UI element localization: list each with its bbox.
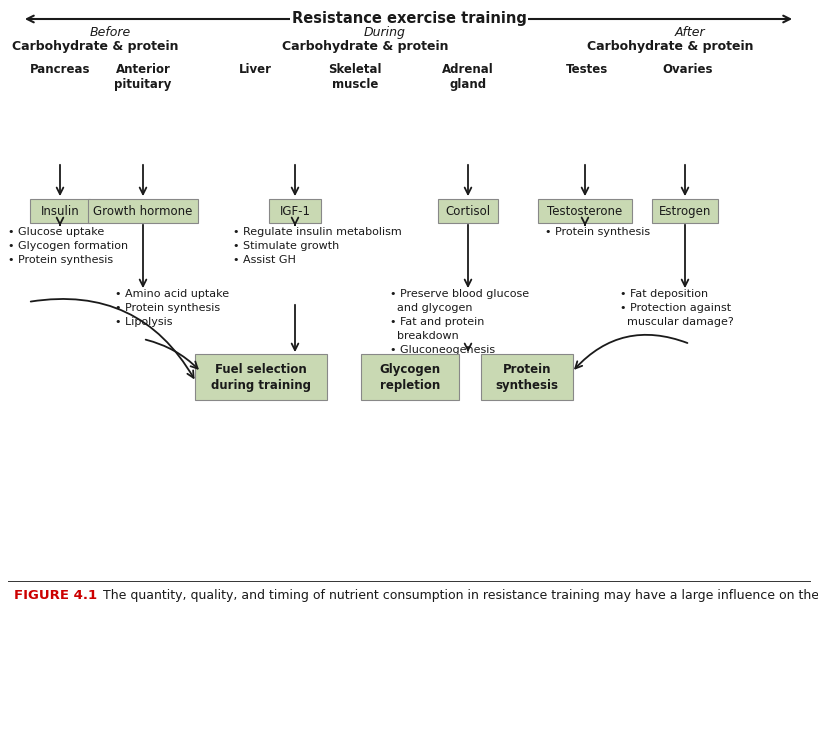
Text: Insulin: Insulin xyxy=(41,205,79,217)
Text: Testes: Testes xyxy=(566,63,608,76)
FancyBboxPatch shape xyxy=(195,354,327,400)
Text: Protein
synthesis: Protein synthesis xyxy=(496,362,559,391)
Text: The quantity, quality, and timing of nutrient consumption in resistance training: The quantity, quality, and timing of nut… xyxy=(95,589,818,602)
FancyBboxPatch shape xyxy=(652,199,718,223)
FancyBboxPatch shape xyxy=(481,354,573,400)
Text: FIGURE 4.1: FIGURE 4.1 xyxy=(14,589,97,602)
FancyBboxPatch shape xyxy=(30,199,90,223)
FancyBboxPatch shape xyxy=(88,199,198,223)
Text: • Protein synthesis: • Protein synthesis xyxy=(545,227,650,237)
Text: Carbohydrate & protein: Carbohydrate & protein xyxy=(281,39,448,52)
Text: Adrenal
gland: Adrenal gland xyxy=(442,63,494,91)
Text: Anterior
pituitary: Anterior pituitary xyxy=(115,63,172,91)
Text: Resistance exercise training: Resistance exercise training xyxy=(291,11,527,26)
Text: During: During xyxy=(364,26,406,39)
Text: • Regulate insulin metabolism
• Stimulate growth
• Assist GH: • Regulate insulin metabolism • Stimulat… xyxy=(233,227,402,265)
Text: Cortisol: Cortisol xyxy=(446,205,491,217)
Text: Testosterone: Testosterone xyxy=(547,205,622,217)
Text: After: After xyxy=(675,26,705,39)
Text: Carbohydrate & protein: Carbohydrate & protein xyxy=(587,39,753,52)
FancyBboxPatch shape xyxy=(361,354,459,400)
Text: Pancreas: Pancreas xyxy=(29,63,90,76)
Text: Glycogen
repletion: Glycogen repletion xyxy=(380,362,441,391)
Text: • Amino acid uptake
• Protein synthesis
• Lipolysis: • Amino acid uptake • Protein synthesis … xyxy=(115,289,229,327)
FancyBboxPatch shape xyxy=(269,199,321,223)
Text: Carbohydrate & protein: Carbohydrate & protein xyxy=(11,39,178,52)
Text: Liver: Liver xyxy=(239,63,272,76)
Text: Ovaries: Ovaries xyxy=(663,63,713,76)
Text: • Preserve blood glucose
  and glycogen
• Fat and protein
  breakdown
• Gluconeo: • Preserve blood glucose and glycogen • … xyxy=(390,289,529,355)
FancyBboxPatch shape xyxy=(438,199,498,223)
Text: • Glucose uptake
• Glycogen formation
• Protein synthesis: • Glucose uptake • Glycogen formation • … xyxy=(8,227,128,265)
Text: Estrogen: Estrogen xyxy=(658,205,711,217)
Text: IGF-1: IGF-1 xyxy=(280,205,311,217)
Text: Before: Before xyxy=(89,26,131,39)
Text: • Fat deposition
• Protection against
  muscular damage?: • Fat deposition • Protection against mu… xyxy=(620,289,734,327)
FancyBboxPatch shape xyxy=(538,199,632,223)
Text: Fuel selection
during training: Fuel selection during training xyxy=(211,362,311,391)
Text: Skeletal
muscle: Skeletal muscle xyxy=(328,63,382,91)
Text: Growth hormone: Growth hormone xyxy=(93,205,193,217)
